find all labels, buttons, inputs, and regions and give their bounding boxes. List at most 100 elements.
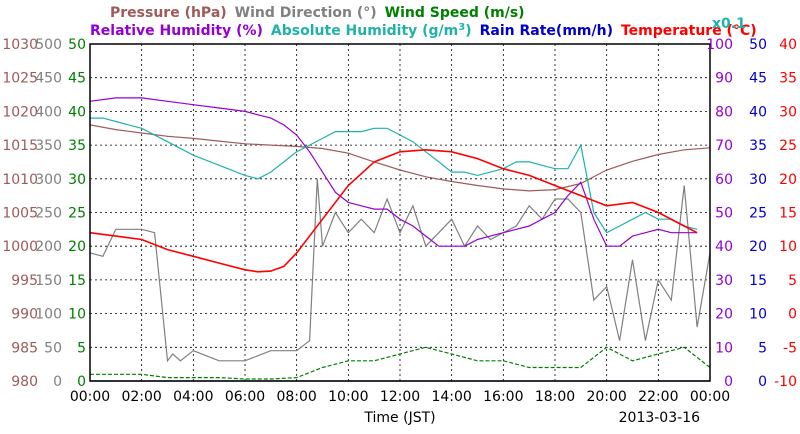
humidity-tick-label: 80: [715, 104, 733, 120]
x-tick-label: 06:00: [225, 389, 265, 405]
temperature-tick-label: 0: [788, 307, 797, 323]
wind_speed-tick-label: 20: [68, 239, 86, 255]
temperature-tick-label: 10: [779, 239, 797, 255]
pressure-tick-label: 1030: [2, 37, 38, 53]
wind_direction-tick-label: 450: [35, 71, 62, 87]
plot-frame: [89, 43, 711, 382]
rain_rate-tick-label: 10: [749, 307, 767, 323]
series-line: [89, 124, 711, 192]
rain_rate-tick-label: 20: [749, 239, 767, 255]
rain_rate-tick-label: 50: [749, 37, 767, 53]
wind_speed-tick-label: 30: [68, 172, 86, 188]
rain_rate-tick-label: 35: [749, 138, 767, 154]
pressure-tick-label: 995: [11, 273, 38, 289]
header-item: Temperature (°C): [621, 23, 757, 39]
header-item: Wind Speed (m/s): [385, 5, 525, 21]
temperature-tick-label: 20: [779, 172, 797, 188]
rain_rate-tick-label: 15: [749, 273, 767, 289]
wind_direction-tick-label: 500: [35, 37, 62, 53]
humidity-tick-label: 70: [715, 138, 733, 154]
wind_speed-tick-label: 25: [68, 206, 86, 222]
rain_rate-tick-label: 30: [749, 172, 767, 188]
x-tick-label: 18:00: [535, 389, 575, 405]
humidity-tick-label: 90: [715, 71, 733, 87]
humidity-tick-label: 30: [715, 273, 733, 289]
header-item: Wind Direction (°): [235, 5, 377, 21]
rain_rate-tick-label: 25: [749, 206, 767, 222]
series-line: [90, 117, 698, 234]
date-label: 2013-03-16: [619, 410, 700, 426]
temperature-tick-label: 15: [779, 206, 797, 222]
x-tick-label: 02:00: [121, 389, 161, 405]
wind_direction-tick-label: 50: [44, 340, 62, 356]
x-tick-label: 00:00: [690, 389, 730, 405]
wind_speed-tick-label: 45: [68, 71, 86, 87]
wind_direction-tick-label: 350: [35, 138, 62, 154]
pressure-tick-label: 1025: [2, 71, 38, 87]
x-tick-label: 04:00: [173, 389, 213, 405]
series-line: [89, 97, 698, 247]
wind_speed-tick-label: 50: [68, 37, 86, 53]
humidity-tick-label: 20: [715, 307, 733, 323]
rain_rate-tick-label: 40: [749, 104, 767, 120]
temperature-tick-label: -10: [774, 374, 797, 390]
rain_rate-tick-label: 45: [749, 71, 767, 87]
humidity-tick-label: 50: [715, 206, 733, 222]
chart-header-row2: Relative Humidity (%) Absolute Humidity (…: [90, 22, 757, 39]
wind_speed-tick-label: 5: [77, 340, 86, 356]
wind_direction-tick-label: 0: [53, 374, 62, 390]
wind_direction-tick-label: 400: [35, 104, 62, 120]
pressure-tick-label: 1015: [2, 138, 38, 154]
wind_speed-tick-label: 0: [77, 374, 86, 390]
rain_rate-tick-label: 0: [758, 374, 767, 390]
humidity-tick-label: 40: [715, 239, 733, 255]
series-line: [89, 178, 711, 363]
wind_direction-tick-label: 100: [35, 307, 62, 323]
chart-header-row1: Pressure (hPa) Wind Direction (°) Wind Spe…: [110, 5, 525, 21]
wind_direction-tick-label: 200: [35, 239, 62, 255]
humidity-tick-label: 100: [706, 37, 733, 53]
temperature-tick-label: 30: [779, 104, 797, 120]
wind_speed-tick-label: 15: [68, 273, 86, 289]
pressure-tick-label: 1000: [2, 239, 38, 255]
pressure-tick-label: 980: [11, 374, 38, 390]
pressure-tick-label: 990: [11, 307, 38, 323]
x-axis-label: Time (JST): [363, 410, 435, 426]
x-tick-label: 12:00: [380, 389, 420, 405]
temperature-tick-label: 25: [779, 138, 797, 154]
header-item: Relative Humidity (%): [90, 23, 263, 39]
header-item: Rain Rate(mm/h): [480, 23, 613, 39]
wind_speed-tick-label: 35: [68, 138, 86, 154]
wind_speed-tick-label: 10: [68, 307, 86, 323]
humidity-tick-label: 60: [715, 172, 733, 188]
x-tick-label: 08:00: [276, 389, 316, 405]
wind_direction-tick-label: 250: [35, 206, 62, 222]
header-item-tail: ): [465, 23, 471, 39]
temperature-tick-label: 35: [779, 71, 797, 87]
y-axis-ticks: 1030102510201015101010051000995990985980…: [2, 37, 797, 390]
header-item: Absolute Humidity (g/m: [271, 23, 458, 39]
wind_direction-tick-label: 150: [35, 273, 62, 289]
x-tick-label: 16:00: [483, 389, 523, 405]
x-axis-ticks: 00:00 02:00 04:00 06:00 08:00 10:00 12:00 14:00…: [70, 389, 730, 405]
x-tick-label: 22:00: [638, 389, 678, 405]
x-tick-label: 00:00: [70, 389, 110, 405]
x-tick-label: 14:00: [431, 389, 471, 405]
pressure-tick-label: 1020: [2, 104, 38, 120]
series-line: [90, 346, 711, 380]
pressure-tick-label: 1010: [2, 172, 38, 188]
series-line: [89, 148, 698, 273]
scale-note: x0.1: [712, 16, 746, 32]
pressure-tick-label: 985: [11, 340, 38, 356]
wind_speed-tick-label: 40: [68, 104, 86, 120]
rain_rate-tick-label: 5: [758, 340, 767, 356]
wind_direction-tick-label: 300: [35, 172, 62, 188]
temperature-tick-label: 5: [788, 273, 797, 289]
x-tick-label: 10:00: [328, 389, 368, 405]
humidity-tick-label: 10: [715, 340, 733, 356]
header-superscript: 3: [458, 22, 465, 33]
temperature-tick-label: -5: [783, 340, 797, 356]
header-item: Pressure (hPa): [110, 5, 227, 21]
x-tick-label: 20:00: [586, 389, 626, 405]
